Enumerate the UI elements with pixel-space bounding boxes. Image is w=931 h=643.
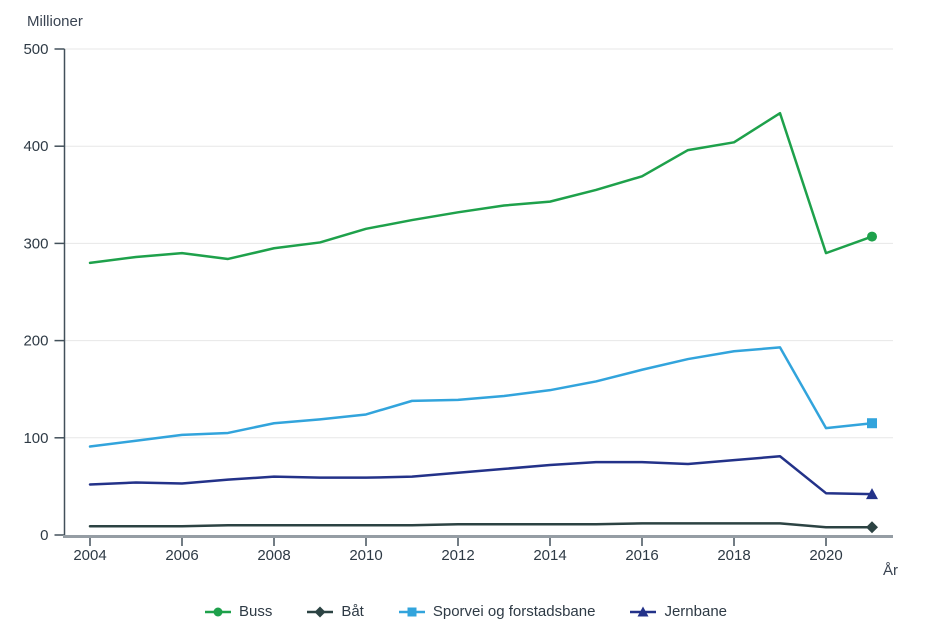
y-axis-unit-label: Millioner [27,13,83,30]
legend-triangle-icon [630,606,657,616]
series-b-t [88,521,878,534]
x-axis-label: År [883,562,898,579]
x-tick-label: 2014 [533,547,566,564]
legend-item-jernbane[interactable]: Jernbane [629,603,727,620]
legend-label: Båt [341,603,364,620]
series-end-marker-circle-icon [213,607,223,616]
series-line-b-t [88,522,874,529]
series-end-marker-circle-icon [867,231,877,242]
series-end-marker-square-icon [867,418,877,429]
series-sporvei-og-forstadsbane [88,346,877,448]
legend-item-buss[interactable]: Buss [204,603,272,620]
y-tick-label: 500 [23,41,48,58]
series-end-marker-diamond-icon [314,606,326,617]
series-line-sporvei-og-forstadsbane [88,346,874,448]
series-end-marker-diamond-icon [866,521,878,534]
x-tick-label: 2006 [165,547,198,564]
legend-label: Buss [238,603,273,620]
x-tick-label: 2008 [257,547,290,564]
x-tick-label: 2004 [73,547,106,564]
series-end-marker-triangle-icon [637,606,649,616]
y-tick-label: 200 [23,333,48,350]
y-tick-label: 300 [23,235,48,252]
x-tick-label: 2018 [717,547,750,564]
legend-item-b-t[interactable]: Båt [306,603,364,620]
series-end-marker-square-icon [407,607,417,616]
y-tick-label: 100 [23,430,48,447]
chart-plot: 0 100 200 300 400 500 2004 2006 2008 2010 2012 2014… [23,41,893,564]
y-tick-label: 0 [40,527,48,544]
x-tick-label: 2012 [441,547,474,564]
series-buss [88,111,877,265]
series-line-buss [88,111,874,265]
y-tick-label: 400 [23,138,48,155]
series-jernbane [88,455,878,500]
legend-item-sporvei-og-forstadsbane[interactable]: Sporvei og forstadsbane [398,603,596,620]
legend-label: Jernbane [664,603,728,620]
x-tick-label: 2020 [809,547,842,564]
legend-square-icon [398,607,425,616]
legend-diamond-icon [307,606,334,617]
x-tick-label: 2016 [625,547,658,564]
legend-circle-icon [204,607,231,616]
legend-label: Sporvei og forstadsbane [432,603,596,620]
series-end-marker-triangle-icon [866,488,878,500]
chart-legend: Buss Båt Sporvei og forstadsbane Jernbane [0,603,931,620]
x-tick-label: 2010 [349,547,382,564]
series-line-jernbane [88,455,874,496]
